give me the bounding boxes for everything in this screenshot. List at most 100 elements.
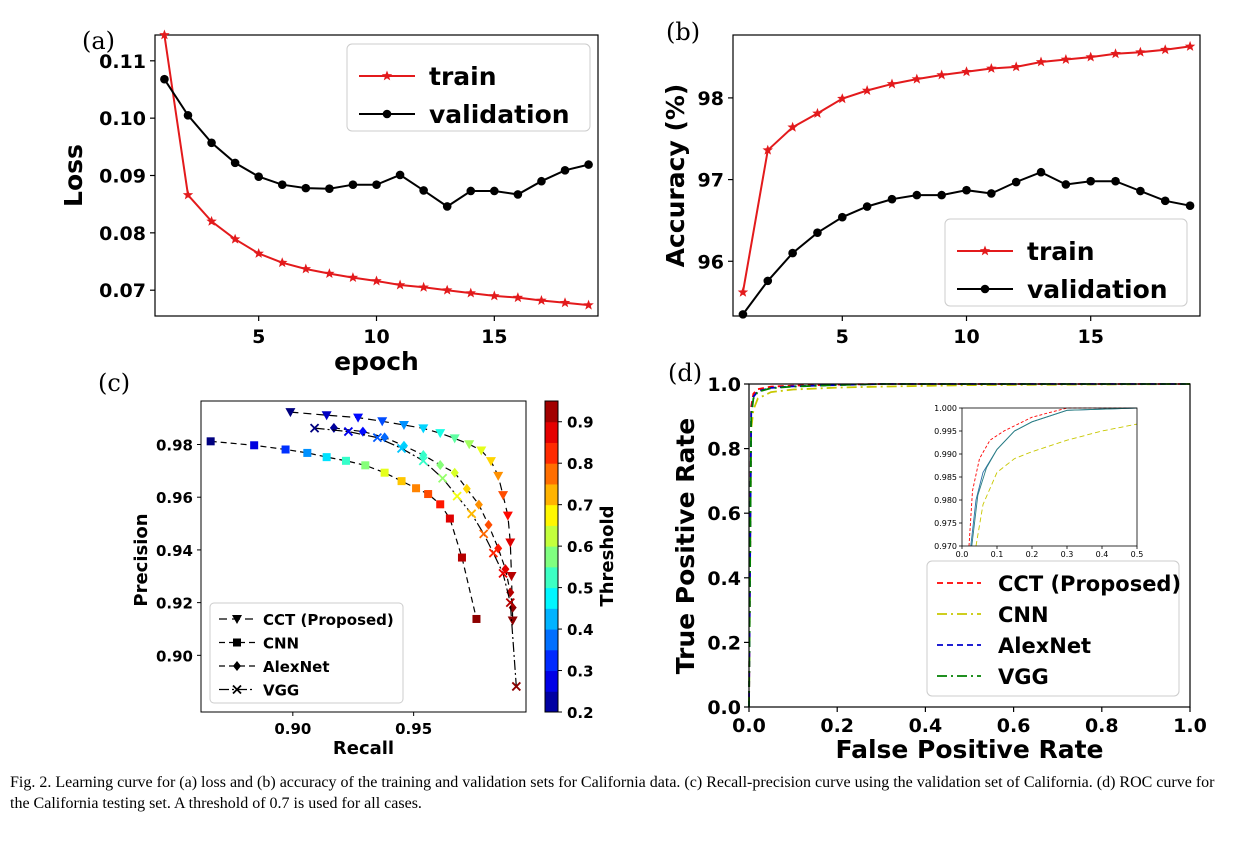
data-point [424, 490, 433, 499]
data-point-train [911, 73, 922, 84]
data-point-validation [442, 202, 452, 211]
data-point [498, 568, 508, 579]
legend-box [926, 560, 1180, 697]
data-point-validation [1136, 186, 1145, 196]
legend-marker-train [979, 245, 991, 256]
data-point-train [812, 107, 823, 118]
legend-box [944, 218, 1188, 307]
data-point-train [559, 297, 571, 308]
inset-roc-line [975, 423, 1138, 547]
data-point [476, 446, 487, 456]
data-point-train [371, 275, 382, 286]
x-tick-label: 5 [836, 326, 849, 348]
legend-label: CCT (Proposed) [263, 611, 394, 629]
x-tick-label: 0.4 [909, 715, 943, 737]
data-point-validation [490, 186, 499, 196]
colorbar-tick-label: 0.5 [567, 580, 594, 598]
data-point-train [324, 268, 335, 278]
data-point-validation [813, 228, 822, 237]
data-point-train [300, 263, 311, 274]
y-tick-label: 1.0 [707, 374, 741, 396]
data-point [343, 426, 354, 437]
x-tick-label: 15 [1077, 326, 1103, 348]
data-point-validation [763, 276, 773, 286]
legend-label-validation: validation [429, 100, 570, 129]
data-point [377, 417, 388, 427]
data-point [397, 477, 406, 486]
data-point [435, 429, 446, 439]
data-point-validation [560, 166, 570, 175]
data-point-stroke [488, 548, 499, 558]
legend-marker-stroke [232, 684, 242, 695]
data-point [380, 432, 389, 443]
legend-marker [233, 661, 241, 671]
data-point-validation [962, 185, 971, 195]
data-point-validation [584, 160, 593, 169]
x-tick-label: 1.0 [1173, 715, 1207, 737]
inset-roc-line [971, 407, 1138, 547]
data-point [353, 413, 364, 423]
panel-label-a: (a) [82, 27, 115, 55]
data-point [506, 572, 517, 582]
data-point-train [159, 29, 170, 40]
data-point-train [229, 233, 241, 244]
y-tick-label: 0.08 [99, 223, 146, 245]
data-point-validation [1111, 176, 1120, 186]
data-point [445, 514, 454, 523]
legend-label: CNN [998, 603, 1049, 627]
colorbar-segment [545, 483, 558, 506]
data-point-train [182, 189, 194, 200]
data-point-validation [277, 180, 287, 189]
data-point-validation [301, 183, 311, 193]
y-tick-label: 0.8 [707, 439, 741, 461]
data-point-train [1184, 40, 1196, 51]
y-axis-title: Accuracy (%) [661, 84, 690, 268]
inset-y-tick-label: 0.985 [934, 473, 957, 482]
data-point [457, 553, 466, 562]
figure-caption: Fig. 2. Learning curve for (a) loss and … [10, 774, 1215, 812]
data-point [484, 519, 493, 530]
colorbar-frame [544, 400, 559, 713]
plot-frame [200, 400, 527, 713]
colorbar-tick-label: 0.6 [567, 538, 594, 556]
roc-line [748, 383, 1190, 708]
data-point-stroke [511, 681, 521, 692]
inset-y-tick-label: 0.995 [934, 427, 957, 436]
panel-label-b: (b) [666, 18, 700, 46]
data-point-train [961, 66, 972, 77]
data-point-validation [887, 194, 897, 204]
data-point-validation [395, 170, 405, 180]
data-point [472, 614, 481, 623]
data-point-train [442, 284, 453, 295]
data-point-validation [372, 180, 381, 189]
y-tick-label: 0.90 [156, 647, 193, 665]
data-point-train [418, 281, 429, 292]
data-point [452, 491, 462, 501]
colorbar-segment [545, 629, 558, 651]
panel-label-c: (c) [98, 369, 130, 397]
data-point-train [465, 287, 476, 298]
data-point-train [253, 248, 264, 258]
data-point-train [837, 93, 848, 104]
inset-y-tick-label: 0.980 [934, 496, 957, 505]
data-point-train [277, 257, 288, 268]
x-tick-label: 10 [953, 326, 979, 348]
data-point [398, 420, 409, 430]
data-point-train [1085, 51, 1096, 62]
data-point-validation [862, 202, 872, 211]
data-point-stroke [479, 529, 489, 539]
data-point-stroke [437, 473, 448, 483]
data-point [466, 509, 477, 519]
legend-marker [232, 684, 242, 695]
data-point [507, 616, 518, 626]
series-line [210, 440, 478, 620]
data-point [437, 473, 448, 483]
data-point [418, 424, 429, 434]
y-tick-label: 0.6 [707, 503, 741, 525]
inset-x-tick-label: 0.5 [1131, 550, 1144, 559]
x-axis-title: False Positive Rate [835, 735, 1103, 764]
data-point [436, 500, 445, 509]
data-point-train [512, 292, 524, 303]
data-point-validation [1185, 201, 1195, 211]
colorbar-segment [545, 463, 558, 485]
